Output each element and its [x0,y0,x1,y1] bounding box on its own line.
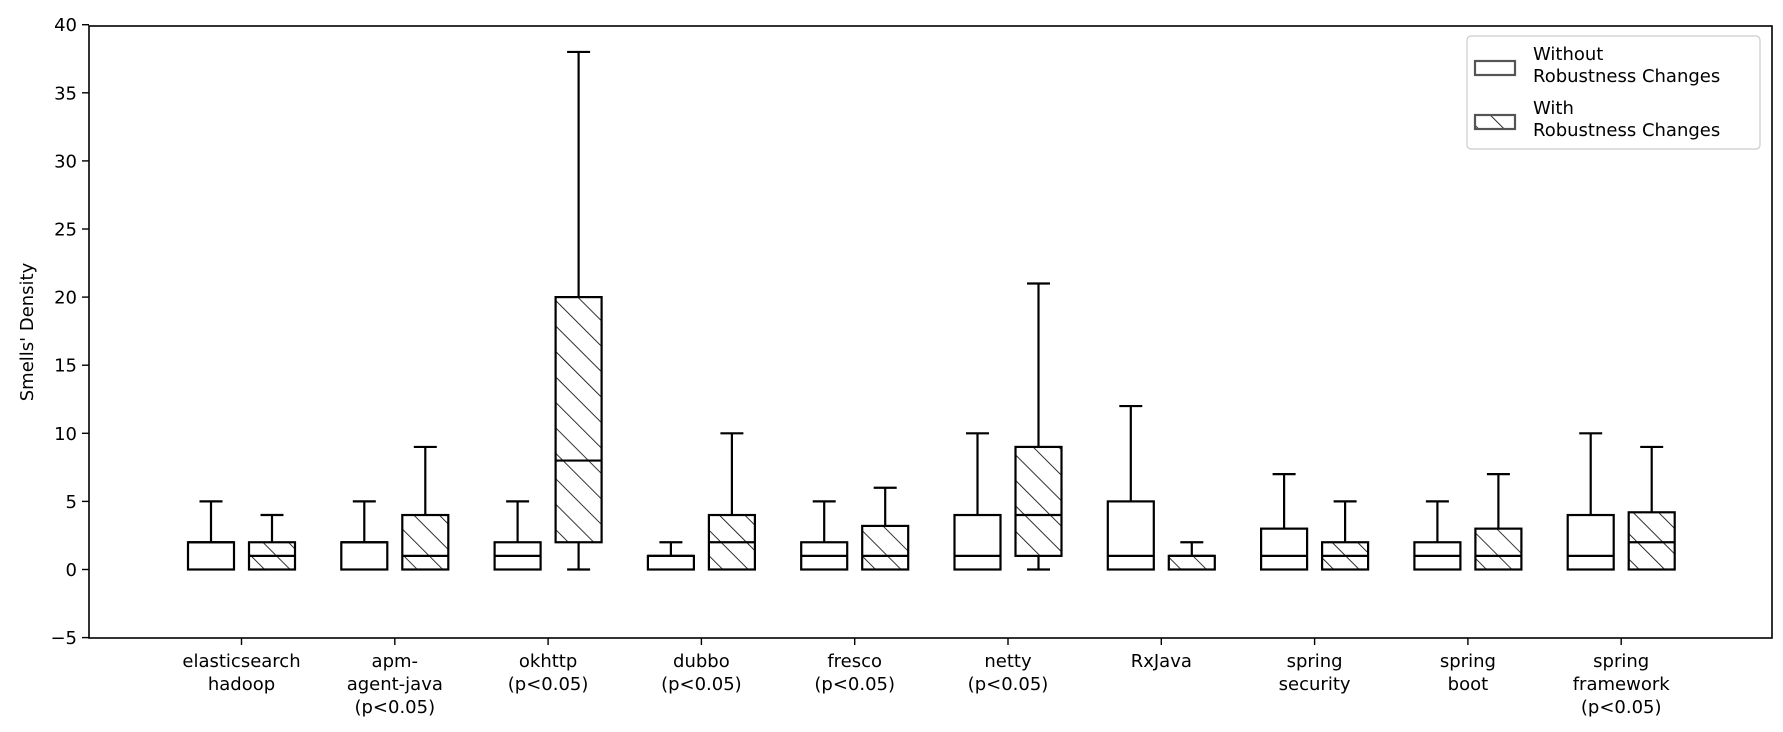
legend-label: With [1533,98,1574,119]
x-tick-label: netty [984,651,1032,672]
box-with-4 [861,486,910,571]
legend-frame [1466,35,1761,150]
box-body [401,513,450,571]
box-body [1566,513,1615,571]
y-tick-label: 15 [54,356,77,377]
box-body [1627,511,1676,571]
y-tick-label: 0 [66,560,77,581]
box-with-5 [1014,282,1063,571]
box-with-7 [1320,500,1370,571]
box-body [1106,500,1155,571]
y-tick-label: −5 [50,628,77,649]
x-tick-label: elasticsearch [182,651,300,672]
x-tick-label: hadoop [208,674,275,695]
legend-swatch-with [1473,113,1517,131]
legend-label: Without [1533,44,1603,65]
box-body [554,296,603,544]
box-body [1167,554,1216,571]
legend-swatch-without [1473,59,1517,77]
plot-area-frame [88,25,1773,639]
x-tick-label: boot [1448,674,1489,695]
box-body [646,554,696,571]
y-tick-label: 35 [54,83,77,104]
box-without-2 [493,500,542,571]
box-without-4 [800,500,849,571]
legend-label: Robustness Changes [1533,66,1720,87]
x-tick-label: (p<0.05) [661,674,742,695]
box-body [1474,527,1523,571]
x-tick-label: (p<0.05) [508,674,589,695]
y-tick-label: 10 [54,424,77,445]
y-tick-label: 5 [66,492,77,513]
x-tick-label: (p<0.05) [968,674,1049,695]
y-tick-label: 40 [54,15,77,36]
x-tick-label: security [1279,674,1351,695]
x-tick-label: spring [1287,651,1343,672]
box-with-6 [1167,541,1216,571]
box-body [186,541,236,571]
y-tick-label: 20 [54,288,77,309]
box-without-8 [1413,500,1462,571]
x-tick-label: (p<0.05) [354,697,435,718]
y-axis: −5 0 5 10 15 20 25 30 35 40 [50,15,89,649]
x-tick-label: spring [1440,651,1496,672]
boxes-layer [186,50,1676,571]
box-with-0 [247,513,297,571]
y-tick-label: 25 [54,220,77,241]
x-tick-label: agent-java [347,674,443,695]
x-tick-label: dubbo [673,651,730,672]
box-with-8 [1474,473,1523,571]
box-body [340,541,389,571]
box-without-5 [953,432,1002,571]
x-axis: elasticsearchhadoopapm-agent-java(p<0.05… [182,638,1670,718]
box-without-7 [1259,473,1309,571]
box-without-0 [186,500,236,571]
y-axis-label: Smells' Density [17,262,38,401]
x-tick-label: (p<0.05) [814,674,895,695]
box-without-6 [1106,404,1155,571]
box-body [1259,527,1309,571]
x-tick-label: framework [1573,674,1671,695]
x-tick-label: fresco [827,651,882,672]
box-with-2 [554,50,603,571]
x-tick-label: okhttp [519,651,577,672]
box-body [861,524,910,571]
box-without-9 [1566,432,1615,571]
x-tick-label: spring [1593,651,1649,672]
x-tick-label: (p<0.05) [1581,697,1662,718]
box-body [1014,445,1063,557]
x-tick-label: apm- [372,651,419,672]
y-tick-label: 30 [54,151,77,172]
box-with-3 [707,432,757,571]
legend-label: Robustness Changes [1533,120,1720,141]
box-without-3 [646,541,696,571]
box-without-1 [340,500,389,571]
box-with-1 [401,445,450,571]
x-tick-label: RxJava [1131,651,1192,672]
box-with-9 [1627,445,1676,571]
box-body [953,513,1002,571]
